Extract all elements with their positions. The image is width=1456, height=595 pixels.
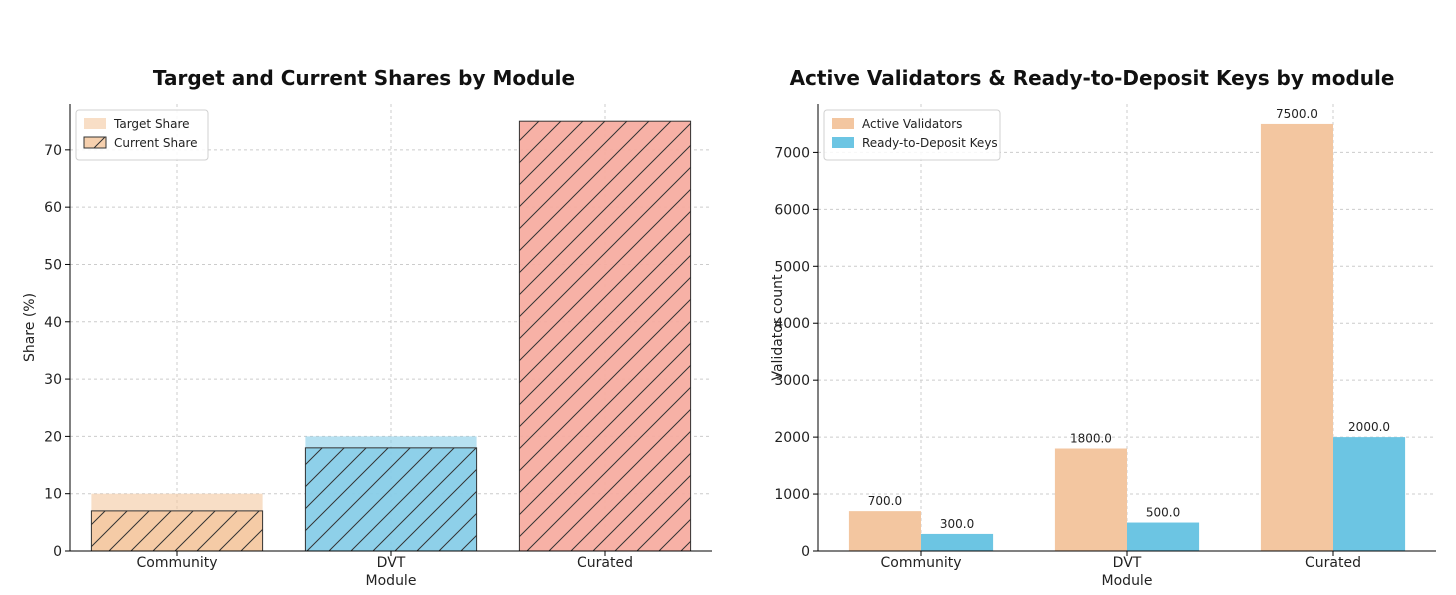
ready-to-deposit-keys-label-community: 300.0	[940, 517, 974, 531]
validator-ytick-label-7000: 7000	[774, 145, 810, 161]
current-share-hatch-curated	[518, 120, 692, 552]
share-legend	[75, 109, 209, 161]
validator-x-axis-label: Module	[1102, 573, 1153, 589]
validator-ytick-label-6000: 6000	[774, 202, 810, 218]
share-xtick-label-dvt: DVT	[377, 555, 406, 571]
share-ytick-label-0: 0	[53, 544, 62, 560]
validator-chart-title: Active Validators & Ready-to-Deposit Key…	[789, 66, 1395, 90]
active-validators-label-curated: 7500.0	[1276, 107, 1318, 121]
share-ytick-label-50: 50	[44, 257, 62, 273]
share-ytick-label-30: 30	[44, 372, 62, 388]
validator-legend-swatch-active-validators	[832, 118, 854, 129]
ready-to-deposit-keys-label-dvt: 500.0	[1146, 506, 1180, 520]
validator-ytick-label-2000: 2000	[774, 430, 810, 446]
validator-y-axis-label: Validator count	[770, 274, 786, 381]
share-xtick-label-curated: Curated	[577, 555, 633, 571]
share-legend-swatch-hatch-current-share	[83, 136, 107, 149]
share-ytick-label-70: 70	[44, 143, 62, 159]
share-xtick-label-community: Community	[136, 555, 217, 571]
share-x-axis-label: Module	[366, 573, 417, 589]
validator-chart: 700.0 1800.0 7500.0 300.0 500.0 2000.0 0 1000 20…	[770, 104, 1436, 589]
validator-legend-swatch-ready-to-deposit-keys	[832, 137, 854, 148]
ready-to-deposit-keys-label-curated: 2000.0	[1348, 420, 1390, 434]
validator-ytick-label-3000: 3000	[774, 373, 810, 389]
share-legend-label-target-share: Target Share	[113, 117, 190, 131]
share-ytick-label-20: 20	[44, 429, 62, 445]
active-validators-bar-community	[848, 511, 921, 551]
active-validators-bar-curated	[1260, 123, 1333, 552]
current-share-hatch-community	[90, 510, 264, 552]
share-legend-label-current-share: Current Share	[114, 136, 198, 150]
validator-legend	[823, 109, 1001, 161]
validator-xtick-label-curated: Curated	[1305, 555, 1361, 571]
validator-ytick-label-4000: 4000	[774, 316, 810, 332]
share-legend-swatch-target-share	[84, 118, 106, 129]
validator-legend-label-ready-to-deposit-keys: Ready-to-Deposit Keys	[862, 136, 998, 150]
active-validators-label-dvt: 1800.0	[1070, 432, 1112, 446]
validator-ytick-label-0: 0	[801, 544, 810, 560]
share-ytick-label-60: 60	[44, 200, 62, 216]
current-share-hatch-dvt	[304, 447, 478, 552]
share-chart-panel: Target and Current Shares by Module 0 10 2…	[22, 66, 712, 589]
validator-xtick-label-dvt: DVT	[1113, 555, 1142, 571]
validator-ytick-label-1000: 1000	[774, 487, 810, 503]
share-ytick-label-10: 10	[44, 487, 62, 503]
ready-to-deposit-keys-bar-curated	[1333, 437, 1406, 551]
share-chart: 0 10 20 30 40 50 60 70 Community DVT Curated Module…	[22, 104, 712, 589]
share-chart-title: Target and Current Shares by Module	[152, 66, 576, 90]
ready-to-deposit-keys-bar-dvt	[1127, 522, 1200, 551]
validator-legend-label-active-validators: Active Validators	[862, 117, 962, 131]
validator-chart-panel: Active Validators & Ready-to-Deposit Key…	[728, 0, 1456, 595]
validator-ytick-label-5000: 5000	[774, 259, 810, 275]
active-validators-bar-dvt	[1054, 448, 1127, 551]
active-validators-label-community: 700.0	[868, 494, 902, 508]
share-y-axis-label: Share (%)	[22, 293, 38, 362]
share-ytick-label-40: 40	[44, 315, 62, 331]
validator-xtick-label-community: Community	[880, 555, 961, 571]
ready-to-deposit-keys-bar-community	[921, 533, 994, 551]
